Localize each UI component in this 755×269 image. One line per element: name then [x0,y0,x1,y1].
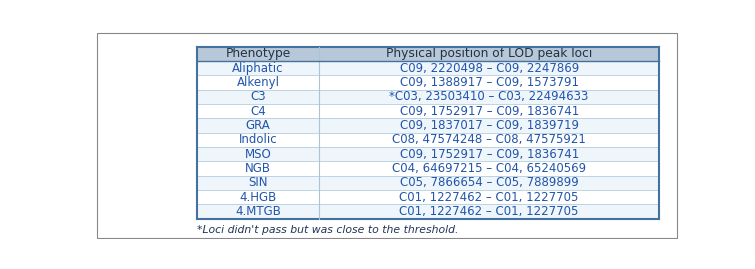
Text: C01, 1227462 – C01, 1227705: C01, 1227462 – C01, 1227705 [399,191,579,204]
Text: C09, 1752917 – C09, 1836741: C09, 1752917 – C09, 1836741 [399,105,579,118]
Text: C08, 47574248 – C08, 47575921: C08, 47574248 – C08, 47575921 [392,133,586,146]
Text: *Loci didn't pass but was close to the threshold.: *Loci didn't pass but was close to the t… [197,225,458,235]
Text: Phenotype: Phenotype [226,47,291,61]
Bar [197,133,659,147]
Bar [197,47,659,61]
Text: C4: C4 [250,105,266,118]
Bar [197,204,659,219]
Text: C09, 2220498 – C09, 2247869: C09, 2220498 – C09, 2247869 [399,62,579,75]
Text: C01, 1227462 – C01, 1227705: C01, 1227462 – C01, 1227705 [399,205,579,218]
Text: C09, 1752917 – C09, 1836741: C09, 1752917 – C09, 1836741 [399,148,579,161]
Text: *C03, 23503410 – C03, 22494633: *C03, 23503410 – C03, 22494633 [390,90,589,103]
Text: C09, 1837017 – C09, 1839719: C09, 1837017 – C09, 1839719 [399,119,578,132]
Text: 4.MTGB: 4.MTGB [235,205,281,218]
Text: C04, 64697215 – C04, 65240569: C04, 64697215 – C04, 65240569 [392,162,586,175]
Bar [197,104,659,118]
Bar [197,118,659,133]
Bar [197,161,659,176]
Text: SIN: SIN [248,176,268,189]
Text: 4.HGB: 4.HGB [239,191,276,204]
Text: Aliphatic: Aliphatic [233,62,284,75]
Text: GRA: GRA [245,119,270,132]
Text: C05, 7866654 – C05, 7889899: C05, 7866654 – C05, 7889899 [399,176,578,189]
Bar [197,190,659,204]
Bar [197,147,659,161]
Bar [197,176,659,190]
Text: C09, 1388917 – C09, 1573791: C09, 1388917 – C09, 1573791 [399,76,578,89]
Text: Indolic: Indolic [239,133,277,146]
Text: Alkenyl: Alkenyl [236,76,279,89]
Text: Physical position of LOD peak loci: Physical position of LOD peak loci [386,47,592,61]
Bar [197,61,659,75]
Bar [197,90,659,104]
Bar [197,75,659,90]
Text: C3: C3 [250,90,266,103]
Text: MSO: MSO [245,148,271,161]
Text: NGB: NGB [245,162,271,175]
